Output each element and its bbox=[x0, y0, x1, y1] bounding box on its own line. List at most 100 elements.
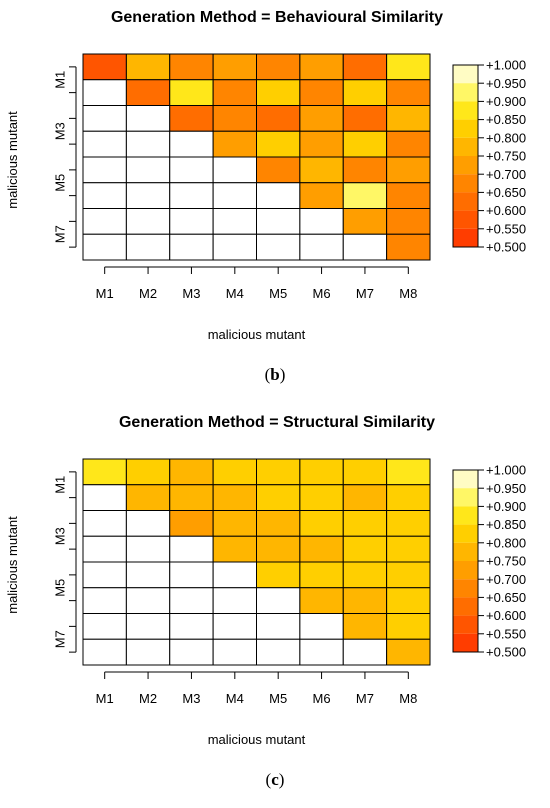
heatmap-cell bbox=[386, 535, 431, 563]
heatmap-cell bbox=[169, 613, 214, 640]
x-tick-label: M2 bbox=[139, 286, 157, 301]
panel-caption: (b) bbox=[265, 365, 286, 384]
caption-letter: c bbox=[271, 770, 279, 789]
x-tick-label: M7 bbox=[356, 691, 374, 706]
heatmap-cell bbox=[169, 53, 214, 81]
colorbar-label: +0.550 bbox=[486, 626, 526, 641]
heatmap-cell bbox=[82, 458, 127, 486]
chart-title: Generation Method = Behavioural Similari… bbox=[111, 9, 443, 26]
colorbar-label: +0.600 bbox=[486, 203, 526, 218]
heatmap-cell bbox=[125, 208, 171, 235]
heatmap-cell bbox=[342, 53, 388, 81]
heatmap-cell bbox=[386, 208, 431, 235]
colorbar-swatch bbox=[453, 524, 478, 543]
heatmap-cell bbox=[342, 638, 388, 666]
heatmap-cell bbox=[82, 561, 127, 589]
colorbar-swatch bbox=[453, 192, 478, 211]
heatmap-cell bbox=[169, 105, 214, 132]
colorbar-swatch bbox=[453, 174, 478, 193]
heatmap-cell bbox=[256, 587, 301, 614]
heatmap-cell bbox=[212, 535, 257, 563]
colorbar-swatch bbox=[453, 156, 478, 175]
heatmap-panel-c: Generation Method = Structural Similarit… bbox=[5, 414, 526, 789]
heatmap-cell bbox=[169, 79, 214, 106]
x-tick-label: M1 bbox=[96, 691, 114, 706]
colorbar-swatch bbox=[453, 210, 478, 229]
heatmap-cell bbox=[212, 587, 257, 614]
heatmap-cell bbox=[299, 105, 344, 132]
colorbar-label: +0.500 bbox=[486, 645, 526, 660]
heatmap-cell bbox=[82, 587, 127, 614]
colorbar-label: +0.800 bbox=[486, 130, 526, 145]
heatmap-cell bbox=[386, 156, 431, 184]
heatmap-cell bbox=[299, 53, 344, 81]
heatmap-cell bbox=[125, 182, 171, 209]
x-tick-label: M4 bbox=[226, 691, 244, 706]
heatmap-cell bbox=[386, 105, 431, 132]
heatmap-cell bbox=[169, 233, 214, 261]
colorbar-swatch bbox=[453, 83, 478, 102]
colorbar-label: +1.000 bbox=[486, 463, 526, 478]
heatmap-cell bbox=[169, 587, 214, 614]
x-tick-label: M2 bbox=[139, 691, 157, 706]
heatmap-cell bbox=[386, 587, 431, 614]
heatmap-cell bbox=[342, 105, 388, 132]
y-tick-label: M5 bbox=[53, 579, 68, 597]
colorbar-swatch bbox=[453, 137, 478, 156]
heatmap-cell bbox=[125, 130, 171, 158]
heatmap-cell bbox=[125, 233, 171, 261]
heatmap-cell bbox=[212, 613, 257, 640]
heatmap-cell bbox=[342, 79, 388, 106]
heatmap-cell bbox=[125, 587, 171, 614]
heatmap-cell bbox=[386, 458, 431, 486]
heatmap-cell bbox=[256, 208, 301, 235]
heatmap-cell bbox=[256, 638, 301, 666]
heatmap-cell bbox=[299, 208, 344, 235]
heatmap-cell bbox=[82, 130, 127, 158]
y-axis-label: malicious mutant bbox=[5, 516, 20, 614]
heatmap-cell bbox=[386, 130, 431, 158]
colorbar-swatch bbox=[453, 579, 478, 598]
heatmap-cell bbox=[299, 638, 344, 666]
x-axis-label: malicious mutant bbox=[208, 732, 306, 747]
heatmap-cell bbox=[212, 484, 257, 511]
heatmap-cell bbox=[386, 638, 431, 666]
heatmap-cell bbox=[299, 510, 344, 537]
colorbar-swatch bbox=[453, 488, 478, 507]
heatmap-cell bbox=[125, 484, 171, 511]
colorbar-swatch bbox=[453, 615, 478, 634]
colorbar-swatch bbox=[453, 101, 478, 120]
colorbar-label: +0.550 bbox=[486, 221, 526, 236]
caption-paren-open: ( bbox=[265, 365, 271, 384]
heatmap-cell bbox=[82, 79, 127, 106]
heatmap-cell bbox=[256, 105, 301, 132]
panel-caption: (c) bbox=[266, 770, 285, 789]
heatmap-cell bbox=[82, 182, 127, 209]
heatmap-cell bbox=[82, 233, 127, 261]
y-tick-label: M7 bbox=[53, 630, 68, 648]
heatmap-cell bbox=[169, 208, 214, 235]
heatmap-cell bbox=[342, 484, 388, 511]
heatmap-cell bbox=[82, 105, 127, 132]
colorbar-label: +0.950 bbox=[486, 76, 526, 91]
heatmap-cell bbox=[386, 53, 431, 81]
heatmap-cell bbox=[125, 613, 171, 640]
colorbar-label: +0.700 bbox=[486, 167, 526, 182]
heatmap-cell bbox=[386, 510, 431, 537]
heatmap-cell bbox=[299, 156, 344, 184]
x-tick-label: M3 bbox=[182, 286, 200, 301]
heatmap-cell bbox=[212, 105, 257, 132]
colorbar-swatch bbox=[453, 228, 478, 247]
heatmap-cell bbox=[342, 182, 388, 209]
colorbar-swatch bbox=[453, 119, 478, 138]
colorbar-legend: +1.000 +0.950 +0.900 +0.850 +0.800 +0.750 +0.7… bbox=[452, 58, 526, 255]
heatmap-cell bbox=[299, 613, 344, 640]
heatmap-cell bbox=[125, 535, 171, 563]
heatmap-cell bbox=[212, 208, 257, 235]
x-tick-label: M8 bbox=[399, 691, 417, 706]
heatmap-cell bbox=[256, 484, 301, 511]
heatmap-cell bbox=[299, 484, 344, 511]
heatmap-cell bbox=[256, 535, 301, 563]
colorbar-label: +1.000 bbox=[486, 58, 526, 73]
